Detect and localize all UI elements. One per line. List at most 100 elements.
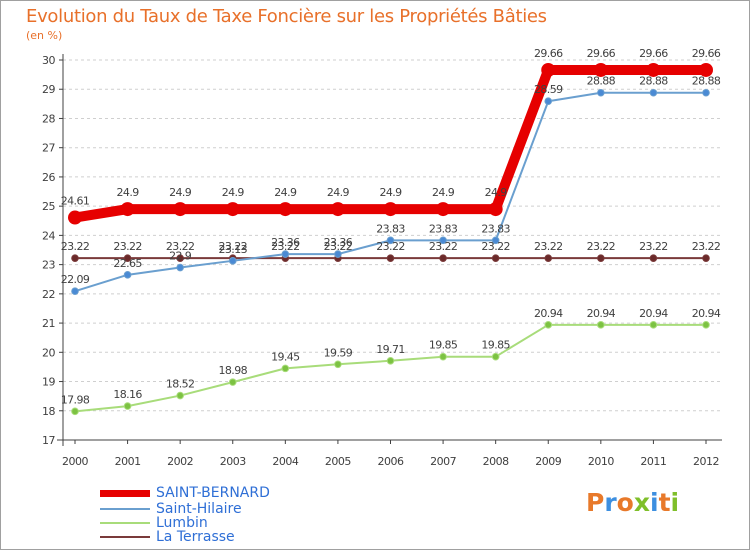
data-label-saint-bernard-2000: 24.61 bbox=[61, 195, 90, 208]
data-label-saint-bernard-2005: 24.9 bbox=[327, 186, 350, 199]
data-label-lumbin-2011: 20.94 bbox=[639, 307, 668, 320]
data-label-la-terrasse-2002: 23.22 bbox=[166, 240, 195, 253]
logo-letter: o bbox=[616, 488, 634, 517]
data-label-saint-bernard-2001: 24.9 bbox=[117, 186, 140, 199]
point-lumbin-2009 bbox=[544, 321, 553, 329]
point-lumbin-2003 bbox=[228, 378, 237, 386]
data-label-saint-bernard-2002: 24.9 bbox=[169, 186, 192, 199]
point-lumbin-2007 bbox=[439, 352, 447, 361]
legend-item-lumbin: Lumbin bbox=[100, 516, 208, 530]
point-la-terrasse-2000 bbox=[71, 254, 79, 262]
data-label-la-terrasse-2003: 23.22 bbox=[219, 240, 248, 253]
point-lumbin-2011 bbox=[649, 321, 658, 329]
point-la-terrasse-2007 bbox=[439, 254, 447, 262]
y-tick-label-19: 19 bbox=[42, 376, 55, 389]
data-label-saint-hilaire-2012: 28.88 bbox=[692, 75, 721, 88]
data-label-la-terrasse-2011: 23.22 bbox=[639, 240, 668, 253]
logo-letter: P bbox=[586, 488, 605, 517]
legend-label-saint-hilaire: Saint-Hilaire bbox=[156, 501, 242, 517]
x-tick-label-2001: 2001 bbox=[115, 455, 141, 468]
data-label-la-terrasse-2010: 23.22 bbox=[587, 240, 616, 253]
data-label-lumbin-2006: 19.71 bbox=[376, 343, 405, 356]
legend-label-lumbin: Lumbin bbox=[156, 515, 208, 531]
point-lumbin-2000 bbox=[71, 407, 79, 416]
point-saint-bernard-2001 bbox=[120, 202, 135, 217]
data-label-la-terrasse-2005: 23.22 bbox=[324, 240, 353, 253]
data-label-lumbin-2010: 20.94 bbox=[587, 307, 616, 320]
y-tick-label-26: 26 bbox=[42, 171, 55, 184]
data-label-la-terrasse-2012: 23.22 bbox=[692, 240, 721, 253]
data-label-lumbin-2005: 19.59 bbox=[324, 346, 353, 359]
data-label-saint-hilaire-2001: 22.65 bbox=[113, 257, 142, 270]
legend-swatch-saint-bernard bbox=[100, 489, 150, 497]
legend-item-saint-hilaire: Saint-Hilaire bbox=[100, 502, 242, 516]
x-tick-label-2003: 2003 bbox=[220, 455, 246, 468]
point-la-terrasse-2012 bbox=[702, 254, 710, 262]
legend-swatch-lumbin bbox=[100, 522, 150, 524]
data-label-lumbin-2002: 18.52 bbox=[166, 378, 195, 391]
x-tick-label-2008: 2008 bbox=[483, 455, 509, 468]
point-la-terrasse-2001 bbox=[123, 254, 132, 262]
point-saint-hilaire-2001 bbox=[123, 271, 132, 279]
point-saint-bernard-2009 bbox=[541, 62, 556, 77]
x-tick-label-2002: 2002 bbox=[167, 455, 193, 468]
point-saint-bernard-2002 bbox=[173, 202, 188, 217]
point-saint-bernard-2012 bbox=[699, 62, 713, 77]
data-label-saint-bernard-2010: 29.66 bbox=[587, 47, 616, 60]
series-line-lumbin bbox=[74, 323, 707, 413]
data-label-lumbin-2012: 20.94 bbox=[692, 307, 721, 320]
data-label-lumbin-2008: 19.85 bbox=[481, 339, 510, 352]
data-label-saint-bernard-2009: 29.66 bbox=[534, 47, 563, 60]
point-saint-hilaire-2007 bbox=[439, 236, 447, 245]
y-tick-label-30: 30 bbox=[42, 54, 55, 67]
chart-title: Evolution du Taux de Taxe Foncière sur l… bbox=[26, 6, 547, 27]
point-saint-hilaire-2006 bbox=[386, 236, 395, 245]
y-tick-label-29: 29 bbox=[42, 83, 55, 96]
x-tick-label-2011: 2011 bbox=[640, 455, 666, 468]
point-saint-bernard-2006 bbox=[383, 202, 398, 217]
data-label-lumbin-2003: 18.98 bbox=[219, 364, 248, 377]
point-saint-hilaire-2004 bbox=[281, 250, 290, 258]
data-label-saint-bernard-2007: 24.9 bbox=[432, 186, 455, 199]
point-saint-hilaire-2002 bbox=[176, 263, 184, 272]
data-labels: 23.22 23.22 23.22 23.22 23.22 23.22 23.22 23.22… bbox=[61, 47, 722, 406]
point-saint-hilaire-2005 bbox=[334, 250, 342, 258]
data-label-saint-hilaire-2002: 22.9 bbox=[169, 250, 192, 263]
data-label-saint-hilaire-2007: 23.83 bbox=[429, 222, 458, 235]
y-tick-label-27: 27 bbox=[42, 142, 55, 155]
y-tick-label-24: 24 bbox=[42, 229, 55, 242]
data-label-saint-hilaire-2003: 23.13 bbox=[219, 243, 248, 256]
data-label-lumbin-2004: 19.45 bbox=[271, 350, 300, 363]
point-saint-bernard-2003 bbox=[225, 202, 240, 217]
data-label-la-terrasse-2006: 23.22 bbox=[376, 240, 405, 253]
x-tick-label-2007: 2007 bbox=[430, 455, 456, 468]
point-lumbin-2010 bbox=[597, 321, 605, 329]
grid-lines bbox=[63, 59, 722, 441]
data-label-saint-bernard-2012: 29.66 bbox=[692, 47, 721, 60]
point-lumbin-2008 bbox=[491, 352, 500, 361]
data-label-la-terrasse-2004: 23.22 bbox=[271, 240, 300, 253]
data-label-lumbin-2007: 19.85 bbox=[429, 339, 458, 352]
data-label-lumbin-2000: 17.98 bbox=[61, 393, 90, 406]
x-tick-label-2006: 2006 bbox=[378, 455, 404, 468]
point-lumbin-2012 bbox=[702, 321, 710, 329]
point-la-terrasse-2009 bbox=[544, 254, 553, 262]
x-tick-label-2004: 2004 bbox=[272, 455, 298, 468]
data-label-saint-hilaire-2005: 23.36 bbox=[324, 236, 353, 249]
data-label-la-terrasse-2001: 23.22 bbox=[113, 240, 142, 253]
y-tick-label-20: 20 bbox=[42, 346, 55, 359]
data-label-saint-hilaire-2011: 28.88 bbox=[639, 75, 668, 88]
point-saint-hilaire-2003 bbox=[228, 257, 237, 265]
x-tick-label-2009: 2009 bbox=[535, 455, 561, 468]
y-tick-label-21: 21 bbox=[42, 317, 55, 330]
x-tick-label-2010: 2010 bbox=[588, 455, 614, 468]
logo-letter: i bbox=[650, 488, 659, 517]
y-tick-label-22: 22 bbox=[42, 288, 55, 301]
data-label-saint-hilaire-2000: 22.09 bbox=[61, 273, 90, 286]
series-markers bbox=[68, 62, 713, 416]
point-saint-hilaire-2000 bbox=[71, 287, 79, 296]
data-label-saint-bernard-2006: 24.9 bbox=[379, 186, 402, 199]
y-tick-label-23: 23 bbox=[42, 259, 55, 272]
